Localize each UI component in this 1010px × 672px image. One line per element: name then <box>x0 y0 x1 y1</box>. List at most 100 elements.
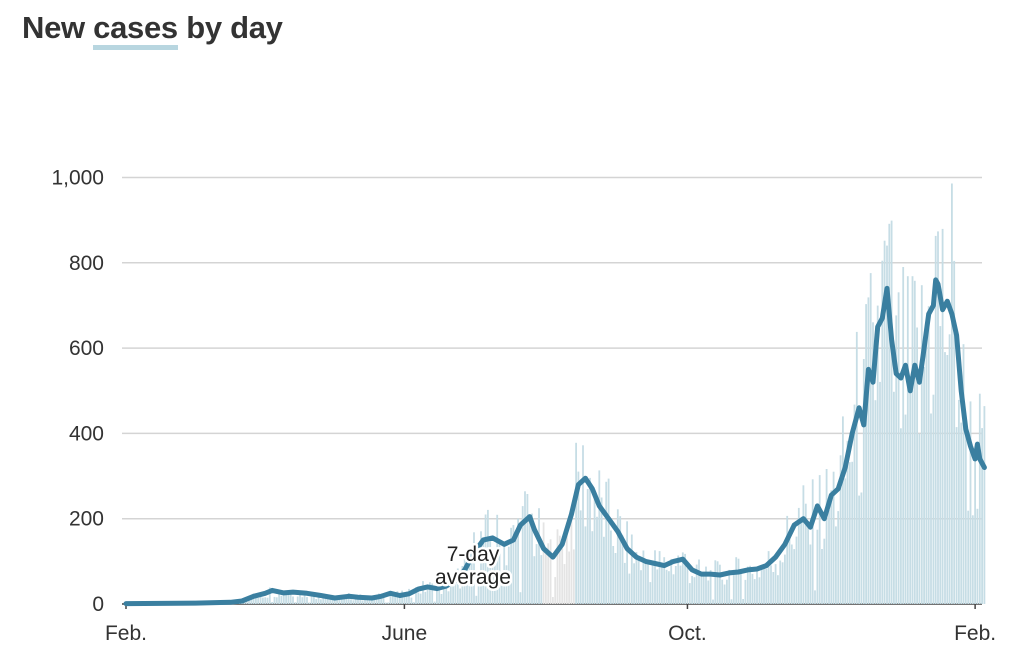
daily-bar <box>644 563 647 604</box>
daily-bar <box>514 536 517 604</box>
daily-bar <box>449 585 452 604</box>
daily-bar <box>647 563 649 604</box>
daily-bar <box>765 568 768 604</box>
daily-bar <box>558 535 561 604</box>
daily-bar <box>614 553 617 604</box>
daily-bar <box>498 540 501 604</box>
daily-bar <box>811 479 814 604</box>
daily-bar <box>837 511 840 604</box>
daily-bar <box>844 478 847 604</box>
daily-bar <box>862 359 865 604</box>
daily-bar <box>389 593 392 604</box>
daily-bar <box>927 306 930 604</box>
daily-bar <box>324 596 327 604</box>
daily-bar <box>343 595 345 604</box>
daily-bar <box>948 334 951 604</box>
daily-bar <box>398 596 401 604</box>
daily-bar <box>867 297 870 604</box>
daily-bar <box>974 461 976 604</box>
daily-bar <box>635 552 638 604</box>
daily-bar <box>243 601 246 604</box>
daily-bar <box>890 220 893 604</box>
daily-bar <box>823 538 826 604</box>
daily-bar <box>431 583 434 604</box>
daily-bar <box>382 594 385 604</box>
daily-bar <box>835 526 837 604</box>
daily-bar <box>317 597 320 604</box>
daily-bar <box>375 595 378 604</box>
daily-bar <box>394 595 396 604</box>
daily-bar <box>294 602 297 604</box>
daily-bar <box>494 552 496 604</box>
daily-bar <box>605 481 608 604</box>
daily-bar <box>475 595 478 604</box>
daily-bar <box>577 471 580 604</box>
daily-bar <box>412 602 415 604</box>
daily-bar <box>918 433 921 604</box>
daily-bar <box>336 600 338 604</box>
daily-bar <box>904 414 907 604</box>
chart-title: New cases by day <box>22 10 283 50</box>
daily-bar <box>800 520 802 604</box>
daily-bar <box>793 549 796 604</box>
daily-bar <box>250 598 253 604</box>
daily-bar <box>528 519 531 604</box>
daily-bar <box>500 571 503 604</box>
daily-bar <box>456 568 459 604</box>
daily-bar <box>387 602 390 604</box>
daily-bar <box>758 577 761 604</box>
daily-bar <box>266 597 269 604</box>
daily-bar <box>278 590 280 604</box>
daily-bar <box>542 522 545 604</box>
daily-bar <box>656 569 659 604</box>
y-tick-label: 600 <box>69 337 104 360</box>
daily-bar <box>491 556 494 604</box>
daily-bar <box>340 595 343 604</box>
daily-bar <box>937 231 939 604</box>
daily-bar <box>496 514 499 604</box>
daily-bar <box>821 549 823 604</box>
daily-bar <box>925 330 928 604</box>
daily-bar <box>248 598 250 604</box>
daily-bar <box>436 587 438 604</box>
daily-bar <box>828 510 830 604</box>
daily-bar <box>415 587 417 604</box>
daily-bar <box>964 434 967 604</box>
daily-bar <box>484 514 487 604</box>
daily-bar <box>600 497 603 604</box>
daily-bar <box>700 573 703 604</box>
daily-bar <box>677 555 680 604</box>
daily-bar <box>825 469 828 604</box>
daily-bar <box>626 521 628 604</box>
daily-bar <box>429 582 431 604</box>
daily-bar <box>268 587 271 604</box>
daily-bar <box>275 597 278 604</box>
daily-bar <box>830 490 833 604</box>
daily-bar <box>881 260 884 604</box>
daily-bar <box>756 568 758 604</box>
daily-bar <box>851 461 854 604</box>
daily-bar <box>315 599 318 604</box>
daily-bar <box>749 565 751 604</box>
daily-bar <box>489 538 492 604</box>
daily-bar <box>846 440 849 604</box>
daily-bar <box>714 560 717 604</box>
daily-bar <box>920 285 923 604</box>
daily-bar <box>296 596 299 604</box>
daily-bars <box>127 183 986 605</box>
daily-bar <box>879 381 881 604</box>
daily-bar <box>855 331 858 604</box>
daily-bar <box>482 540 485 604</box>
daily-bar <box>939 326 942 604</box>
daily-bar <box>971 515 974 604</box>
daily-bar <box>384 602 387 604</box>
daily-bar <box>790 544 793 604</box>
daily-bar <box>753 579 756 604</box>
seven-day-average-line <box>123 277 987 607</box>
daily-bar <box>786 515 789 604</box>
daily-bar <box>728 569 731 604</box>
daily-bar <box>923 366 925 604</box>
daily-bar <box>865 304 867 604</box>
daily-bar <box>442 581 445 604</box>
daily-bar <box>364 600 366 604</box>
